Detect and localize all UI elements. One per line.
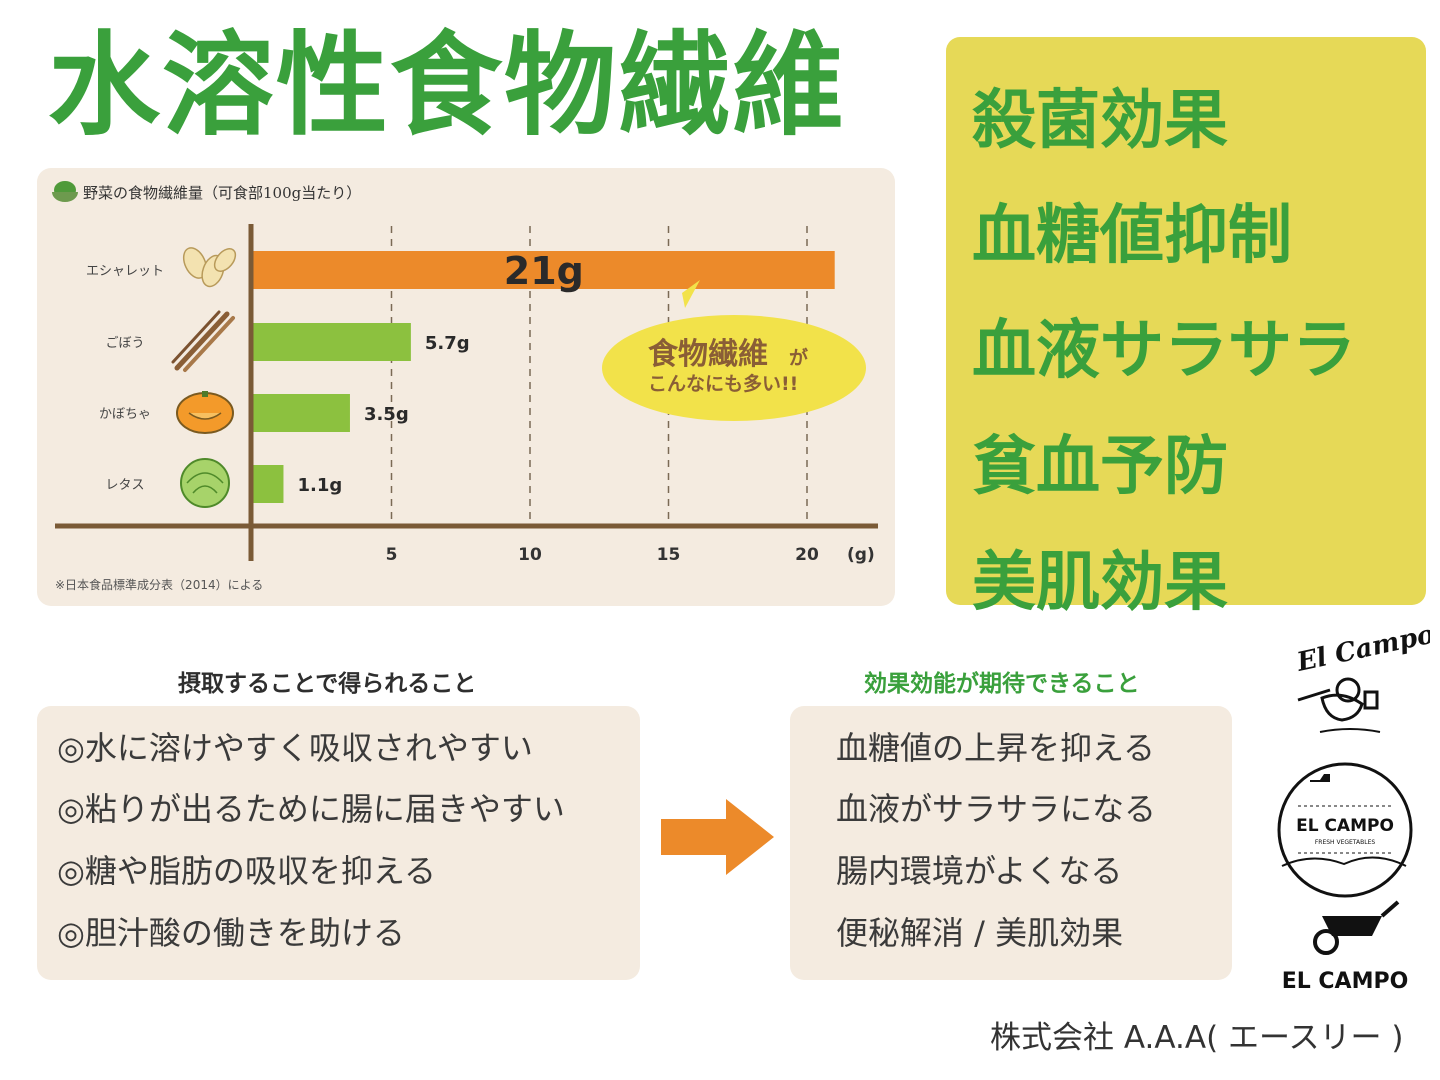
effect-item: 血液がサラサラになる [836, 790, 1157, 828]
benefit-sterilization: 殺菌効果 [972, 84, 1228, 158]
value-label: 1.1g [297, 475, 342, 496]
x-tick-label: 5 [386, 545, 398, 565]
pumpkin-icon [176, 391, 234, 434]
effect-item: 便秘解消 / 美肌効果 [836, 914, 1124, 952]
x-tick-label: 15 [657, 545, 681, 565]
benefit-blood-flow: 血液サラサラ [972, 314, 1356, 388]
burdock-icon [171, 310, 235, 372]
bar [253, 394, 350, 432]
svg-text:FRESH VEGETABLES: FRESH VEGETABLES [1315, 839, 1376, 846]
callout-bubble: 食物繊維 が こんなにも多い!! [602, 280, 866, 421]
intake-heading: 摂取することで得られること [178, 671, 477, 697]
x-tick-label: 20 [795, 545, 819, 565]
x-unit-label: (g) [847, 545, 875, 565]
value-label: 5.7g [425, 333, 470, 354]
wheelbarrow-icon [1313, 900, 1400, 955]
effects-box: 血糖値の上昇を抑える 血液がサラサラになる 腸内環境がよくなる 便秘解消 / 美… [790, 706, 1232, 980]
svg-text:EL CAMPO: EL CAMPO [1296, 816, 1394, 836]
category-label: レタス [105, 478, 144, 493]
right-arrow-icon [661, 799, 774, 875]
effects-heading: 効果効能が期待できること [864, 671, 1140, 697]
intake-item: ◎水に溶けやすく吸収されやすい [57, 729, 533, 767]
bar [253, 465, 284, 503]
shallot-icon [182, 247, 237, 288]
vegetable-bowl-icon [52, 181, 78, 202]
benefit-anemia: 貧血予防 [972, 430, 1228, 504]
company-name: 株式会社 A.A.A( エースリー ) [990, 1020, 1404, 1056]
category-label: ごぼう [105, 335, 144, 351]
bar [253, 251, 835, 289]
fiber-bar-chart: 野菜の食物繊維量（可食部100g当たり） 5 10 15 20 (g)エシャレット 2 [52, 181, 878, 592]
svg-text:El Campo: El Campo [1293, 620, 1430, 678]
bar [253, 323, 411, 361]
chart-source-note: ※日本食品標準成分表（2014）による [55, 577, 263, 592]
fiber-chart-panel: 野菜の食物繊維量（可食部100g当たり） 5 10 15 20 (g) エシャレット 2 [37, 168, 895, 606]
category-label: エシャレット [86, 264, 164, 279]
el-campo-logos: El Campo EL CAMPO FRESH VEGETABLES EL CA… [1277, 620, 1437, 994]
chart-title: 野菜の食物繊維量（可食部100g当たり） [83, 184, 361, 202]
category-label: かぼちゃ [99, 407, 151, 422]
value-label: 21g [504, 249, 584, 293]
intake-item: ◎粘りが出るために腸に届きやすい [57, 790, 565, 828]
el-campo-script-logo: El Campo [1293, 620, 1437, 733]
benefit-blood-sugar: 血糖値抑制 [972, 199, 1292, 273]
x-tick-label: 10 [518, 545, 542, 565]
page-title: 水溶性食物繊維 [48, 21, 846, 151]
benefit-skin: 美肌効果 [972, 546, 1228, 620]
intake-box: ◎水に溶けやすく吸収されやすい ◎粘りが出るために腸に届きやすい ◎糖や脂肪の吸… [37, 706, 640, 980]
effect-item: 腸内環境がよくなる [836, 852, 1123, 890]
logo-column: El Campo EL CAMPO FRESH VEGETABLES EL CA… [1270, 620, 1437, 1010]
intake-item: ◎胆汁酸の働きを助ける [57, 914, 405, 952]
lettuce-icon [180, 458, 230, 508]
callout-main-text: 食物繊維 [648, 337, 768, 372]
intake-item: ◎糖や脂肪の吸収を抑える [57, 852, 436, 890]
effect-item: 血糖値の上昇を抑える [836, 729, 1156, 767]
callout-sub-text: こんなにも多い!! [648, 372, 798, 395]
el-campo-wordmark: EL CAMPO [1282, 969, 1409, 994]
callout-particle: が [789, 346, 808, 369]
benefits-panel: 殺菌効果 血糖値抑制 血液サラサラ 貧血予防 美肌効果 [946, 37, 1426, 615]
value-label: 3.5g [364, 404, 409, 425]
el-campo-badge-logo: EL CAMPO FRESH VEGETABLES [1277, 762, 1413, 898]
